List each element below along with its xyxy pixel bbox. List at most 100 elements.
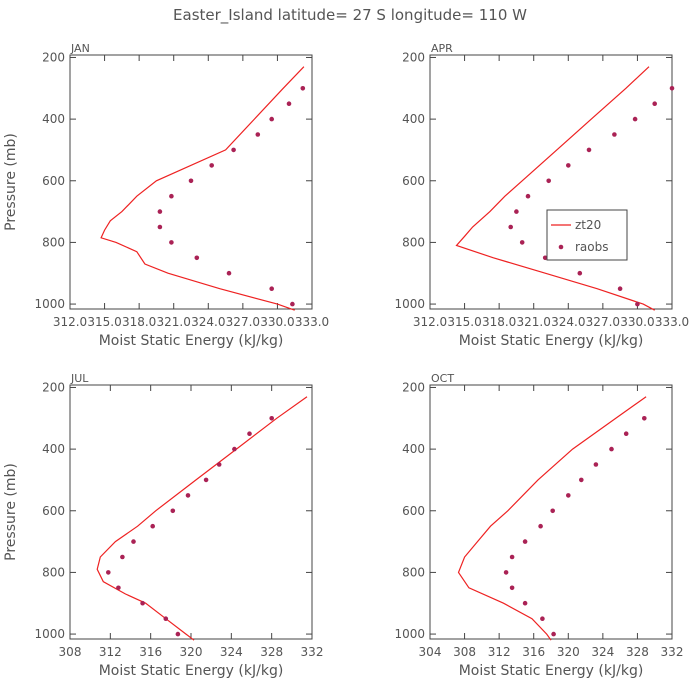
data-point-raobs xyxy=(106,570,111,575)
data-point-raobs xyxy=(163,616,169,621)
legend-label-marker: raobs xyxy=(575,240,609,254)
y-tick-label: 800 xyxy=(402,235,425,249)
data-point-raobs xyxy=(232,446,237,452)
y-axis-label: Pressure (mb) xyxy=(3,463,19,561)
data-point-raobs xyxy=(566,163,571,168)
data-point-raobs xyxy=(566,493,571,498)
x-tick-label: 327.0 xyxy=(586,315,620,329)
data-point-raobs xyxy=(169,240,174,245)
x-tick-label: 312 xyxy=(488,645,511,659)
x-tick-label: 318.0 xyxy=(482,315,516,329)
data-point-raobs xyxy=(593,462,599,467)
data-point-raobs xyxy=(632,116,638,122)
y-tick-label: 600 xyxy=(42,504,65,518)
data-point-raobs xyxy=(579,477,584,483)
x-tick-label: 315.0 xyxy=(447,315,481,329)
data-point-raobs xyxy=(669,86,675,91)
x-tick-label: 320 xyxy=(557,645,580,659)
data-point-raobs xyxy=(538,523,543,529)
legend-marker-swatch xyxy=(558,244,564,250)
series-line-zt20 xyxy=(455,66,655,311)
data-point-raobs xyxy=(617,286,623,292)
figure-title: Easter_Island latitude= 27 S longitude= … xyxy=(173,6,527,25)
x-tick-label: 330.0 xyxy=(260,315,294,329)
panel-label: JAN xyxy=(70,42,90,55)
x-tick-label: 324 xyxy=(591,645,614,659)
series-line-zt20 xyxy=(457,396,647,641)
panel-jul: JUL 200 400 600 800 1000 308 312 316 320 324 328 332… xyxy=(3,372,323,679)
x-tick-label: 312 xyxy=(99,645,122,659)
y-tick-label: 400 xyxy=(42,442,65,456)
data-point-raobs xyxy=(519,240,525,245)
data-point-raobs xyxy=(157,209,163,214)
y-tick-label: 800 xyxy=(42,235,65,249)
data-point-raobs xyxy=(286,101,292,106)
y-tick-label: 800 xyxy=(402,565,425,579)
data-point-raobs xyxy=(194,255,200,261)
y-tick-label: 600 xyxy=(402,504,425,518)
y-tick-label: 1000 xyxy=(34,297,65,311)
y-tick-label: 600 xyxy=(42,174,65,188)
data-point-raobs xyxy=(185,493,191,498)
x-tick-label: 315.0 xyxy=(87,315,121,329)
data-point-raobs xyxy=(150,523,155,529)
x-tick-label: 333.0 xyxy=(655,315,689,329)
data-point-raobs xyxy=(509,585,515,591)
panel-label: APR xyxy=(431,42,453,55)
x-tick-label: 328 xyxy=(260,645,283,659)
data-point-raobs xyxy=(170,508,176,514)
data-point-raobs xyxy=(577,270,583,276)
legend-box xyxy=(546,209,628,261)
plot-frame xyxy=(69,54,313,310)
panel-oct: OCT 200 400 600 800 1000 304 308 312 316 320 324 328… xyxy=(394,372,683,679)
x-axis-label: Moist Static Energy (kJ/kg) xyxy=(459,663,644,679)
x-axis-label: Moist Static Energy (kJ/kg) xyxy=(99,333,284,349)
x-tick-label: 328 xyxy=(626,645,649,659)
x-tick-label: 332 xyxy=(301,645,324,659)
x-tick-label: 324.0 xyxy=(551,315,585,329)
data-point-raobs xyxy=(247,431,252,437)
x-tick-label: 304 xyxy=(419,645,442,659)
y-tick-label: 400 xyxy=(402,112,425,126)
data-point-raobs xyxy=(290,301,295,307)
data-point-raobs xyxy=(203,477,209,483)
x-tick-label: 321.0 xyxy=(157,315,191,329)
data-point-raobs xyxy=(623,431,629,437)
x-tick-label: 324.0 xyxy=(191,315,225,329)
data-point-raobs xyxy=(255,132,261,137)
x-tick-label: 321.0 xyxy=(517,315,551,329)
y-tick-label: 400 xyxy=(42,112,65,126)
x-tick-label: 312.0 xyxy=(413,315,447,329)
y-tick-label: 600 xyxy=(402,174,425,188)
data-point-raobs xyxy=(586,147,592,153)
data-point-raobs xyxy=(188,178,194,184)
y-tick-label: 1000 xyxy=(394,627,425,641)
data-point-raobs xyxy=(542,255,548,261)
x-axis-label: Moist Static Energy (kJ/kg) xyxy=(459,333,644,349)
data-point-raobs xyxy=(503,570,509,575)
y-tick-label: 800 xyxy=(42,565,65,579)
legend: zt20 raobs xyxy=(546,209,628,261)
data-point-raobs xyxy=(551,631,556,637)
data-point-raobs xyxy=(216,462,222,467)
y-tick-label: 200 xyxy=(402,380,425,394)
data-point-raobs xyxy=(508,224,513,230)
x-tick-label: 316 xyxy=(522,645,545,659)
plot-frame xyxy=(429,54,673,310)
x-tick-label: 320 xyxy=(180,645,203,659)
y-tick-label: 400 xyxy=(402,442,425,456)
data-point-raobs xyxy=(522,600,528,606)
y-axis-label: Pressure (mb) xyxy=(3,133,19,231)
x-tick-label: 330.0 xyxy=(620,315,654,329)
y-tick-label: 200 xyxy=(42,50,65,64)
data-point-raobs xyxy=(140,600,145,606)
data-point-raobs xyxy=(116,585,121,591)
x-tick-label: 312.0 xyxy=(53,315,87,329)
data-point-raobs xyxy=(169,193,174,199)
data-point-raobs xyxy=(525,193,531,199)
data-point-raobs xyxy=(175,631,181,637)
y-tick-label: 1000 xyxy=(394,297,425,311)
data-point-raobs xyxy=(642,416,647,421)
